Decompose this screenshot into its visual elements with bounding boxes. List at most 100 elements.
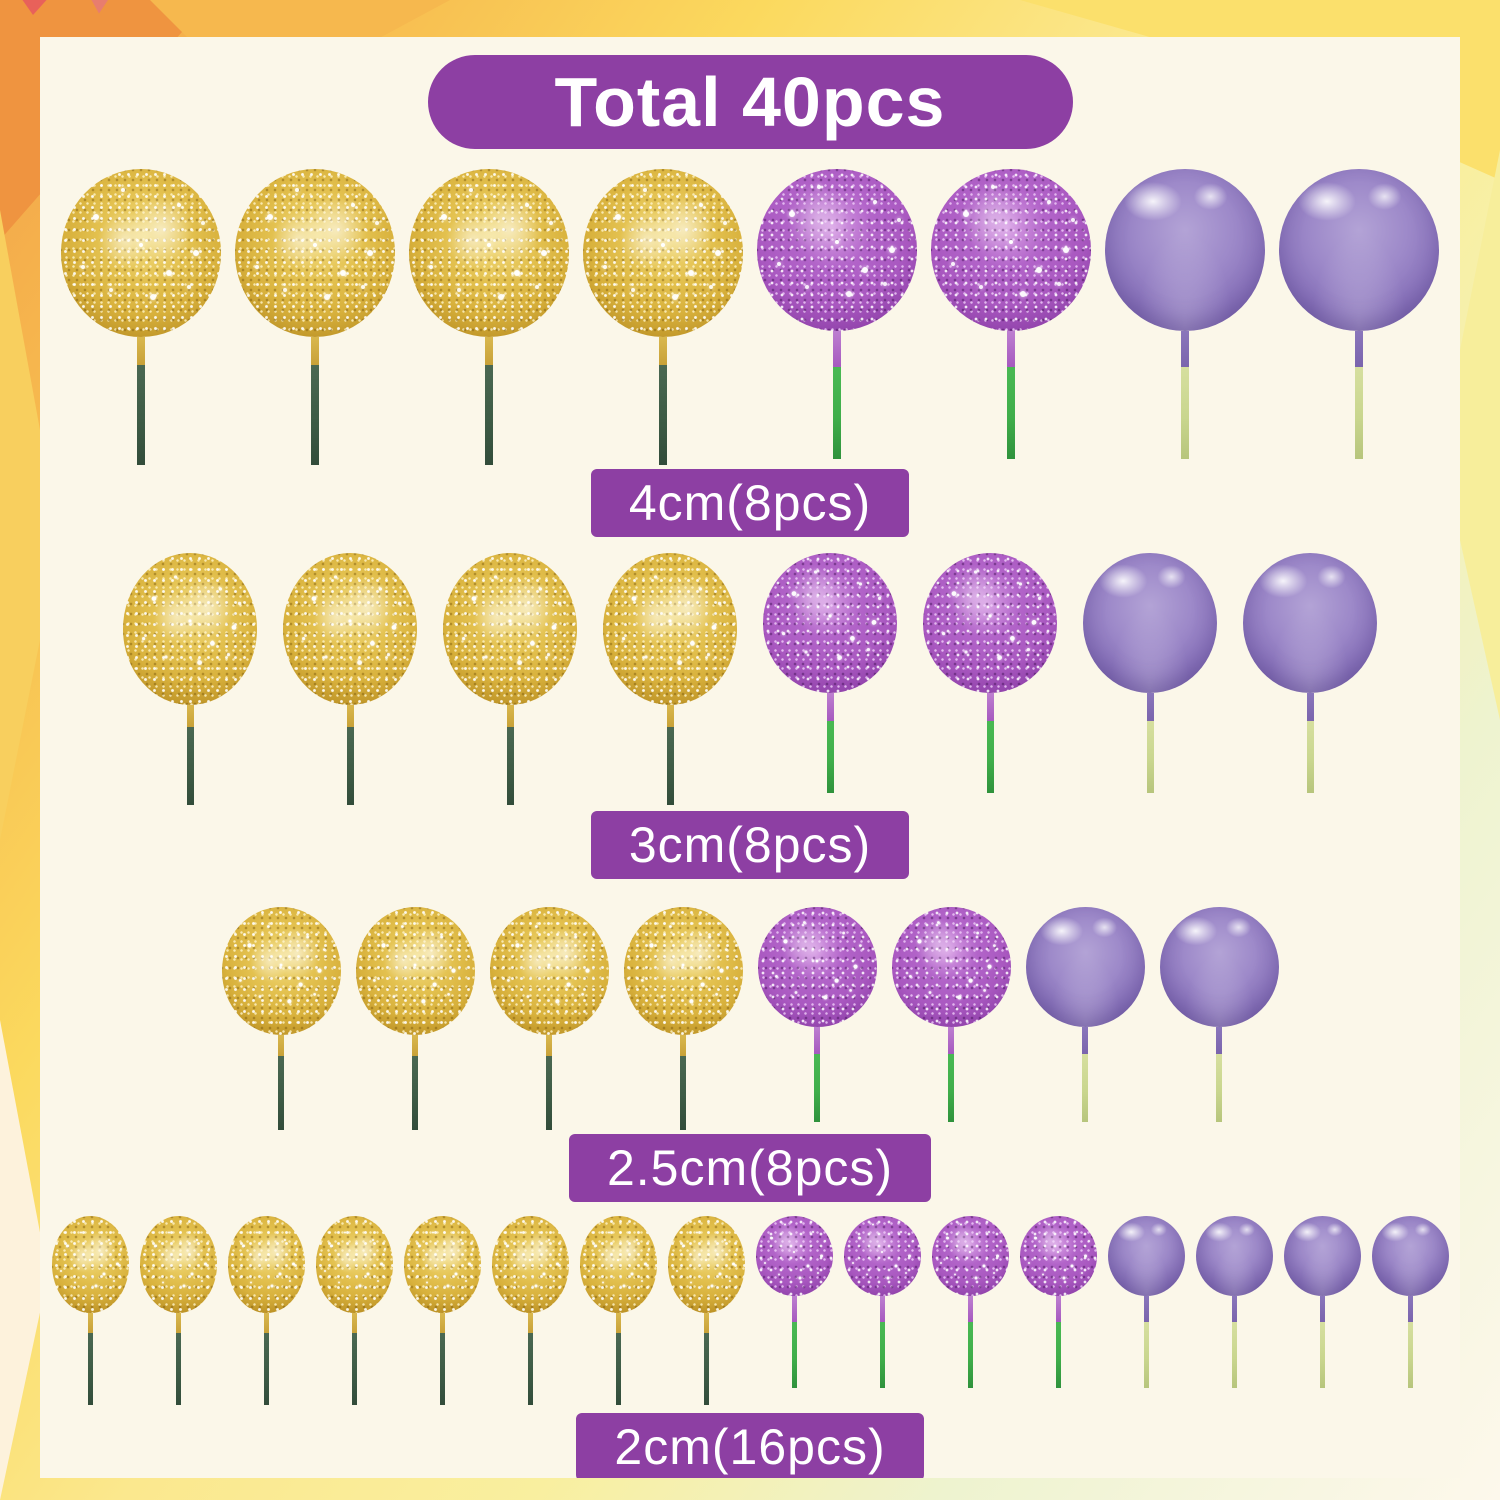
stick-top-segment	[412, 1035, 418, 1056]
cake-pick-purple-glitter	[923, 553, 1057, 793]
stick-top-segment	[87, 1313, 93, 1334]
cake-pick-purple-glitter	[763, 553, 897, 793]
ball-purple-plain	[1283, 1216, 1361, 1296]
stick-bottom-segment	[351, 1333, 357, 1405]
stick-top-segment	[948, 1027, 954, 1054]
stick-bottom-segment	[506, 727, 514, 805]
stick-bottom-segment	[879, 1321, 885, 1388]
stick-top-segment	[263, 1313, 269, 1334]
cake-pick-gold-glitter	[623, 907, 743, 1130]
stick-bottom-segment	[439, 1333, 445, 1405]
pick-stick	[346, 705, 354, 805]
stick-top-segment	[615, 1313, 621, 1334]
ball-gold-glitter	[235, 169, 395, 337]
pick-stick	[791, 1296, 797, 1388]
pick-stick	[263, 1313, 269, 1405]
stick-top-segment	[186, 705, 194, 727]
stick-top-segment	[485, 337, 493, 366]
pick-stick	[1007, 331, 1015, 459]
stick-bottom-segment	[527, 1333, 533, 1405]
ball-purple-glitter	[891, 907, 1011, 1027]
size-label-3cm: 3cm(8pcs)	[590, 811, 910, 879]
ball-row-4cm	[40, 169, 1460, 465]
cake-pick-gold-glitter	[491, 1216, 569, 1405]
stick-bottom-segment	[1306, 721, 1314, 793]
pick-stick	[527, 1313, 533, 1405]
stick-bottom-segment	[680, 1055, 686, 1130]
cake-pick-gold-glitter	[51, 1216, 129, 1405]
stick-bottom-segment	[278, 1055, 284, 1130]
stick-bottom-segment	[791, 1321, 797, 1388]
stick-bottom-segment	[666, 727, 674, 805]
stick-top-segment	[1407, 1296, 1413, 1322]
cake-pick-purple-plain	[1195, 1216, 1273, 1388]
size-row-2-5cm: 2.5cm(8pcs)	[40, 907, 1460, 1202]
pick-stick	[186, 705, 194, 805]
pick-stick	[879, 1296, 885, 1388]
pick-stick	[1082, 1027, 1088, 1122]
stick-bottom-segment	[814, 1053, 820, 1122]
total-count-badge: Total 40pcs	[427, 55, 1073, 149]
size-row-2cm: 2cm(16pcs)	[40, 1216, 1460, 1478]
pick-stick	[1231, 1296, 1237, 1388]
pick-stick	[967, 1296, 973, 1388]
stick-bottom-segment	[1355, 366, 1363, 459]
stick-bottom-segment	[1146, 721, 1154, 793]
pick-stick	[814, 1027, 820, 1122]
ball-purple-plain	[1279, 169, 1439, 331]
pick-stick	[506, 705, 514, 805]
ball-purple-plain	[1025, 907, 1145, 1027]
stick-top-segment	[1319, 1296, 1325, 1322]
ball-row-2-5cm	[40, 907, 1460, 1130]
stick-top-segment	[967, 1296, 973, 1322]
ball-gold-glitter	[61, 169, 221, 337]
ball-row-2cm	[40, 1216, 1460, 1405]
stick-top-segment	[1306, 693, 1314, 721]
cake-pick-gold-glitter	[409, 169, 569, 465]
ball-purple-plain	[1159, 907, 1279, 1027]
stick-bottom-segment	[412, 1055, 418, 1130]
cake-pick-gold-glitter	[355, 907, 475, 1130]
stick-bottom-segment	[137, 365, 145, 465]
pick-stick	[1181, 331, 1189, 459]
cake-pick-gold-glitter	[443, 553, 577, 805]
stick-top-segment	[791, 1296, 797, 1322]
pick-stick	[1319, 1296, 1325, 1388]
stick-top-segment	[1181, 331, 1189, 367]
ball-purple-glitter	[931, 169, 1091, 331]
stick-bottom-segment	[615, 1333, 621, 1405]
pick-stick	[1143, 1296, 1149, 1388]
ball-gold-glitter	[667, 1216, 745, 1313]
stick-top-segment	[506, 705, 514, 727]
stick-bottom-segment	[263, 1333, 269, 1405]
pick-stick	[615, 1313, 621, 1405]
ball-purple-glitter	[923, 553, 1057, 693]
pick-stick	[1407, 1296, 1413, 1388]
stick-bottom-segment	[1181, 366, 1189, 459]
stick-top-segment	[1355, 331, 1363, 367]
pick-stick	[986, 693, 994, 793]
stick-bottom-segment	[1082, 1053, 1088, 1122]
stick-top-segment	[346, 705, 354, 727]
stick-bottom-segment	[186, 727, 194, 805]
ball-purple-glitter	[1019, 1216, 1097, 1296]
cake-pick-purple-plain	[1107, 1216, 1185, 1388]
ball-purple-glitter	[931, 1216, 1009, 1296]
cake-pick-gold-glitter	[403, 1216, 481, 1405]
cake-pick-purple-glitter	[1019, 1216, 1097, 1388]
stick-bottom-segment	[175, 1333, 181, 1405]
stick-bottom-segment	[948, 1053, 954, 1122]
cake-pick-gold-glitter	[315, 1216, 393, 1405]
cake-pick-gold-glitter	[139, 1216, 217, 1405]
stick-bottom-segment	[1407, 1321, 1413, 1388]
ball-gold-glitter	[139, 1216, 217, 1313]
stick-top-segment	[826, 693, 834, 721]
pick-stick	[351, 1313, 357, 1405]
cake-pick-purple-plain	[1025, 907, 1145, 1122]
ball-gold-glitter	[123, 553, 257, 705]
ball-purple-plain	[1371, 1216, 1449, 1296]
ball-purple-plain	[1105, 169, 1265, 331]
ball-purple-glitter	[757, 907, 877, 1027]
stick-top-segment	[1216, 1027, 1222, 1054]
cake-pick-purple-plain	[1105, 169, 1265, 459]
